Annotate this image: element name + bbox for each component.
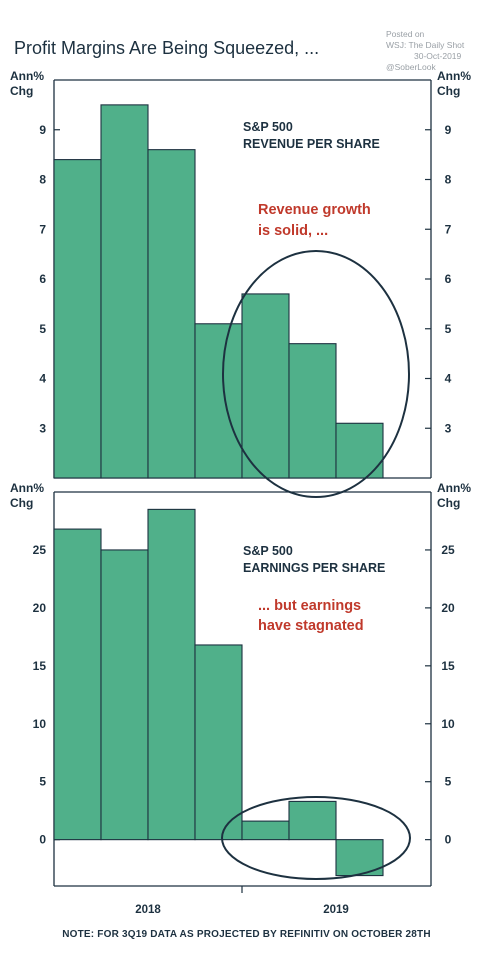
y-unit-label-right: Chg xyxy=(437,84,460,98)
posted-line: 30-Oct-2019 xyxy=(414,51,462,61)
y-unit-label-left: Chg xyxy=(10,496,33,510)
annotation-text: is solid, ... xyxy=(258,223,328,239)
series-title: EARNINGS PER SHARE xyxy=(243,561,385,575)
y-tick-label-right: 8 xyxy=(445,173,452,187)
y-unit-label-right: Chg xyxy=(437,496,460,510)
bar xyxy=(288,343,337,479)
x-tick-label: 2019 xyxy=(323,904,349,916)
y-tick-label-left: 7 xyxy=(39,222,46,236)
y-tick-label-right: 0 xyxy=(445,833,452,847)
y-tick-label-left: 8 xyxy=(39,173,46,187)
highlight-ellipse xyxy=(222,250,410,498)
bar xyxy=(147,508,196,841)
watermark: © BCα Research 2019 xyxy=(68,871,203,887)
x-tick-label: 2018 xyxy=(135,904,161,916)
y-tick-label-right: 25 xyxy=(441,543,455,557)
posted-line: @SoberLook xyxy=(386,62,436,72)
series-title: REVENUE PER SHARE xyxy=(243,137,380,151)
bar xyxy=(241,820,290,841)
y-tick-label-left: 9 xyxy=(39,123,46,137)
y-tick-label-right: 5 xyxy=(445,775,452,789)
y-tick-label-left: 10 xyxy=(33,717,47,731)
y-tick-label-left: 25 xyxy=(33,543,47,557)
y-tick-label-left: 0 xyxy=(39,833,46,847)
bar xyxy=(194,323,243,479)
annotation-text: Revenue growth xyxy=(258,202,371,218)
y-tick-label-left: 3 xyxy=(39,421,46,435)
y-tick-label-right: 10 xyxy=(441,717,455,731)
y-tick-label-left: 5 xyxy=(39,775,46,789)
bar xyxy=(53,528,102,841)
chart-title: Profit Margins Are Being Squeezed, ... xyxy=(14,38,320,58)
y-tick-label-left: 15 xyxy=(33,659,47,673)
y-tick-label-right: 9 xyxy=(445,123,452,137)
posted-line: Posted on xyxy=(386,29,425,39)
y-unit-label-left: Chg xyxy=(10,84,33,98)
y-unit-label-right: Ann% xyxy=(437,481,471,495)
annotation-text: have stagnated xyxy=(258,618,364,634)
bar xyxy=(241,293,290,479)
y-tick-label-left: 20 xyxy=(33,601,47,615)
y-tick-label-left: 5 xyxy=(39,322,46,336)
series-title: S&P 500 xyxy=(243,120,293,134)
bar xyxy=(194,644,243,841)
bar xyxy=(147,149,196,479)
y-tick-label-left: 6 xyxy=(39,272,46,286)
bar xyxy=(100,549,149,841)
y-tick-label-right: 5 xyxy=(445,322,452,336)
y-tick-label-right: 15 xyxy=(441,659,455,673)
y-tick-label-right: 4 xyxy=(445,372,452,386)
y-tick-label-right: 6 xyxy=(445,272,452,286)
bar xyxy=(53,159,102,479)
y-tick-label-right: 3 xyxy=(445,421,452,435)
y-unit-label-left: Ann% xyxy=(10,481,44,495)
posted-credit: Posted on WSJ: The Daily Shot 30-Oct-201… xyxy=(386,29,464,73)
footnote: NOTE: FOR 3Q19 DATA AS PROJECTED BY REFI… xyxy=(62,929,431,940)
y-unit-label-left: Ann% xyxy=(10,69,44,83)
series-title: S&P 500 xyxy=(243,544,293,558)
y-tick-label-left: 4 xyxy=(39,372,46,386)
bar xyxy=(288,800,337,841)
y-tick-label-right: 20 xyxy=(441,601,455,615)
annotation-text: ... but earnings xyxy=(258,598,361,614)
bar xyxy=(100,104,149,479)
posted-line: WSJ: The Daily Shot xyxy=(386,40,465,50)
y-tick-label-right: 7 xyxy=(445,222,452,236)
highlight-ellipse xyxy=(221,796,411,880)
bar xyxy=(335,422,384,479)
y-unit-label-right: Ann% xyxy=(437,69,471,83)
